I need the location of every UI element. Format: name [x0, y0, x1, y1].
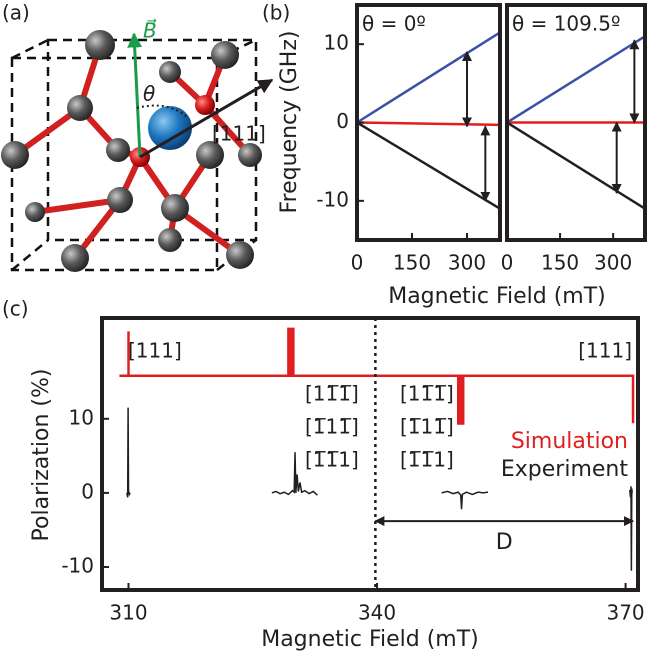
- data-line: [356, 31, 501, 124]
- plot-frame: [100, 316, 640, 592]
- vacancy: [148, 106, 192, 150]
- x-tick-label: 340: [358, 601, 396, 625]
- data-line: [126, 407, 633, 571]
- legend-entry: Simulation: [511, 429, 628, 454]
- y-tick-label: 0: [336, 109, 349, 133]
- y-tick-label: 10: [69, 405, 94, 429]
- panel-label: (a): [2, 1, 30, 25]
- peak-label: [1̅1̅1]: [400, 448, 454, 472]
- y-axis-label: Polarization (%): [29, 369, 54, 542]
- y-axis-label: Frequency (GHz): [277, 31, 302, 214]
- crystal-diagram: B⃗ θ [111]: [1, 18, 274, 272]
- angle-label: θ: [143, 82, 155, 106]
- peak-label: [1̅11̅]: [400, 415, 454, 439]
- y-tick-label: -10: [61, 554, 94, 578]
- panel-title: θ = 109.5º: [512, 12, 620, 36]
- peak-label: [11̅1̅]: [305, 382, 359, 406]
- data-line: [356, 121, 501, 127]
- data-line: [506, 121, 646, 210]
- carbon-atoms: [1, 30, 262, 272]
- peak-label: [1̅11̅]: [305, 415, 359, 439]
- x-tick-label: 300: [448, 251, 486, 275]
- peak-label: [111]: [578, 339, 632, 363]
- x-axis-label: Magnetic Field (mT): [388, 284, 606, 309]
- x-tick-label: 310: [109, 601, 147, 625]
- peak-label: [11̅1̅]: [400, 382, 454, 406]
- x-tick-label: 0: [501, 251, 514, 275]
- x-tick-label: 150: [541, 251, 579, 275]
- x-axis-label: Magnetic Field (mT): [261, 627, 479, 652]
- x-tick-label: 0: [351, 251, 364, 275]
- peak-label: [111]: [128, 339, 182, 363]
- data-line: [119, 327, 635, 425]
- panel-label: (c): [2, 297, 29, 321]
- nitrogen-atom: [195, 95, 215, 115]
- y-tick-label: -10: [316, 187, 349, 211]
- span-label: D: [496, 530, 513, 555]
- x-tick-label: 150: [393, 251, 431, 275]
- axis-arrow: [139, 78, 274, 159]
- field-arrow: [127, 32, 143, 158]
- x-tick-label: 370: [606, 601, 644, 625]
- field-label: B⃗: [143, 18, 157, 43]
- y-tick-label: 0: [81, 479, 94, 503]
- panel-label: (b): [262, 1, 290, 25]
- x-tick-label: 300: [594, 251, 632, 275]
- peak-label: [1̅1̅1]: [305, 448, 359, 472]
- plot-frame: [505, 3, 647, 242]
- panel-title: θ = 0º: [362, 12, 426, 36]
- data-line: [356, 121, 501, 210]
- axis-label: [111]: [212, 122, 266, 146]
- y-tick-label: 10: [324, 31, 349, 55]
- data-line: [506, 35, 646, 124]
- legend-entry: Experiment: [501, 457, 628, 482]
